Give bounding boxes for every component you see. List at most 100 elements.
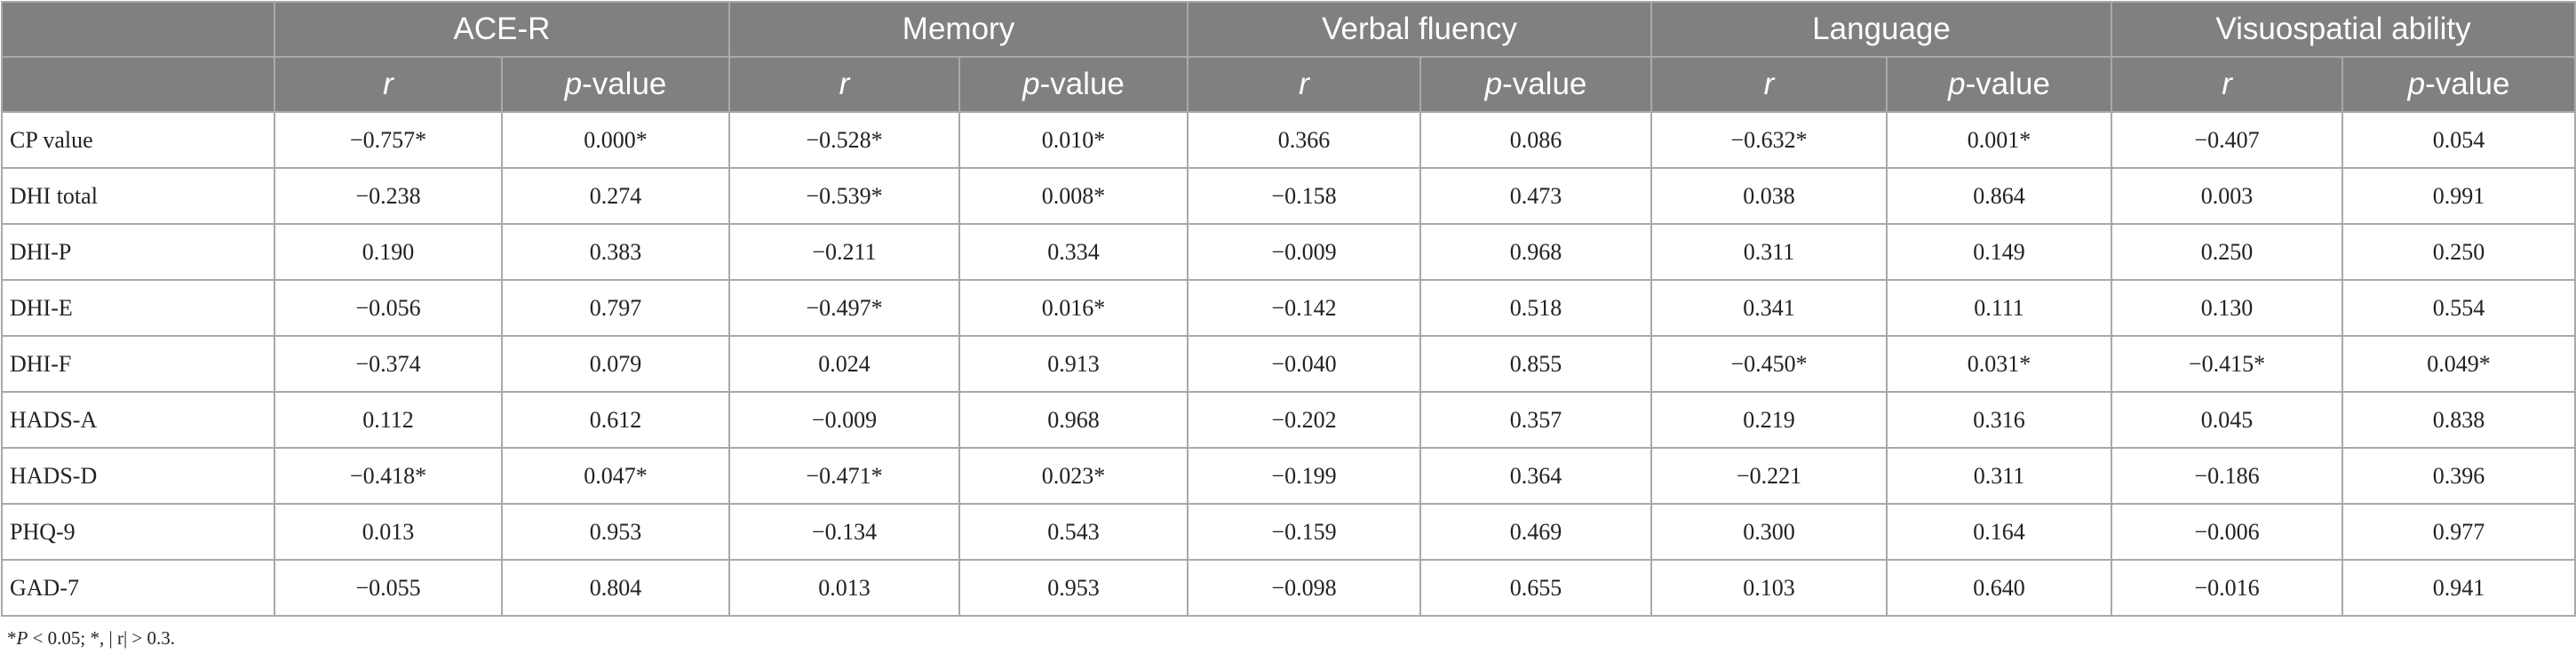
group-header-memory: Memory — [728, 1, 1189, 58]
cell-p-value: 0.023* — [958, 447, 1189, 505]
cell-r-value: −0.471* — [728, 447, 960, 505]
cell-p-value: 0.953 — [958, 559, 1189, 617]
subheader-r-label: r — [839, 67, 850, 101]
cell-r-value: −0.006 — [2111, 503, 2344, 561]
table-row: DHI-P 0.190 0.383 −0.211 0.334 −0.009 0.968 0.3… — [1, 223, 2576, 281]
cell-p-value: 0.086 — [1419, 111, 1652, 169]
cell-r-value: −0.539* — [728, 167, 960, 225]
cell-p-value: 0.797 — [501, 279, 730, 337]
group-header-verbal-fluency: Verbal fluency — [1187, 1, 1652, 58]
cell-r-value: −0.016 — [2111, 559, 2344, 617]
group-header-row: ACE-R Memory Verbal fluency Language Vis… — [1, 1, 2576, 58]
cell-p-value: 0.111 — [1885, 279, 2113, 337]
row-label: CP value — [1, 111, 275, 169]
cell-p-value: 0.655 — [1419, 559, 1652, 617]
corner-cell — [1, 56, 275, 113]
subheader-p-value: p-value — [958, 56, 1189, 113]
cell-p-value: 0.518 — [1419, 279, 1652, 337]
cell-p-value: 0.334 — [958, 223, 1189, 281]
subheader-row: r p-value r p-value r p-value r p-value r p-value — [1, 56, 2576, 113]
cell-p-value: 0.357 — [1419, 391, 1652, 449]
cell-r-value: −0.238 — [274, 167, 503, 225]
subheader-p-letter: p — [2407, 67, 2426, 101]
subheader-p-value: p-value — [501, 56, 730, 113]
cell-p-value: 0.855 — [1419, 335, 1652, 393]
row-label: HADS-D — [1, 447, 275, 505]
cell-r-value: 0.311 — [1650, 223, 1888, 281]
cell-r-value: −0.186 — [2111, 447, 2344, 505]
cell-r-value: 0.130 — [2111, 279, 2344, 337]
cell-r-value: −0.415* — [2111, 335, 2344, 393]
subheader-p-suffix: -value — [1965, 67, 2050, 101]
cell-p-value: 0.250 — [2341, 223, 2576, 281]
table-row: DHI-E −0.056 0.797 −0.497* 0.016* −0.142 0.518… — [1, 279, 2576, 337]
cell-p-value: 0.396 — [2341, 447, 2576, 505]
cell-p-value: 0.274 — [501, 167, 730, 225]
cell-p-value: 0.383 — [501, 223, 730, 281]
cell-r-value: −0.757* — [274, 111, 503, 169]
cell-r-value: −0.055 — [274, 559, 503, 617]
cell-p-value: 0.079 — [501, 335, 730, 393]
subheader-p-value: p-value — [2341, 56, 2576, 113]
cell-p-value: 0.311 — [1885, 447, 2113, 505]
table-row: HADS-D −0.418* 0.047* −0.471* 0.023* −0.199 0.… — [1, 447, 2576, 505]
cell-r-value: −0.199 — [1187, 447, 1421, 505]
cell-p-value: 0.977 — [2341, 503, 2576, 561]
cell-r-value: −0.221 — [1650, 447, 1888, 505]
subheader-r: r — [274, 56, 503, 113]
cell-r-value: −0.407 — [2111, 111, 2344, 169]
cell-r-value: 0.250 — [2111, 223, 2344, 281]
cell-p-value: 0.941 — [2341, 559, 2576, 617]
table-row: DHI-F −0.374 0.079 0.024 0.913 −0.040 0.855 −0.… — [1, 335, 2576, 393]
group-header-ace-r: ACE-R — [274, 1, 730, 58]
cell-r-value: −0.374 — [274, 335, 503, 393]
cell-r-value: 0.341 — [1650, 279, 1888, 337]
cell-r-value: 0.219 — [1650, 391, 1888, 449]
cell-p-value: 0.838 — [2341, 391, 2576, 449]
cell-p-value: 0.473 — [1419, 167, 1652, 225]
cell-r-value: −0.098 — [1187, 559, 1421, 617]
subheader-p-letter: p — [1484, 67, 1503, 101]
row-label: PHQ-9 — [1, 503, 275, 561]
cell-p-value: 0.640 — [1885, 559, 2113, 617]
cell-p-value: 0.149 — [1885, 223, 2113, 281]
cell-r-value: −0.202 — [1187, 391, 1421, 449]
cell-r-value: −0.632* — [1650, 111, 1888, 169]
cell-r-value: 0.013 — [728, 559, 960, 617]
group-header-visuospatial-ability: Visuospatial ability — [2111, 1, 2576, 58]
cell-r-value: −0.134 — [728, 503, 960, 561]
cell-p-value: 0.047* — [501, 447, 730, 505]
row-label: HADS-A — [1, 391, 275, 449]
cell-p-value: 0.543 — [958, 503, 1189, 561]
cell-r-value: −0.056 — [274, 279, 503, 337]
group-header-language: Language — [1650, 1, 2113, 58]
cell-p-value: 0.554 — [2341, 279, 2576, 337]
row-label: GAD-7 — [1, 559, 275, 617]
cell-p-value: 0.913 — [958, 335, 1189, 393]
cell-r-value: 0.013 — [274, 503, 503, 561]
row-label: DHI-E — [1, 279, 275, 337]
cell-r-value: 0.045 — [2111, 391, 2344, 449]
cell-r-value: −0.211 — [728, 223, 960, 281]
subheader-p-letter: p — [1022, 67, 1040, 101]
footnote-p-symbol: P — [16, 627, 28, 649]
subheader-r-label: r — [2222, 67, 2232, 101]
cell-r-value: 0.190 — [274, 223, 503, 281]
cell-p-value: 0.000* — [501, 111, 730, 169]
table-row: PHQ-9 0.013 0.953 −0.134 0.543 −0.159 0.469 0.3… — [1, 503, 2576, 561]
subheader-p-suffix: -value — [1039, 67, 1125, 101]
subheader-p-letter: p — [1948, 67, 1966, 101]
subheader-r: r — [1650, 56, 1888, 113]
cell-p-value: 0.008* — [958, 167, 1189, 225]
cell-r-value: −0.450* — [1650, 335, 1888, 393]
subheader-p-letter: p — [564, 67, 583, 101]
subheader-r: r — [1187, 56, 1421, 113]
cell-p-value: 0.804 — [501, 559, 730, 617]
cell-p-value: 0.010* — [958, 111, 1189, 169]
cell-p-value: 0.612 — [501, 391, 730, 449]
subheader-p-suffix: -value — [582, 67, 667, 101]
cell-r-value: 0.300 — [1650, 503, 1888, 561]
cell-p-value: 0.001* — [1885, 111, 2113, 169]
table-row: DHI total −0.238 0.274 −0.539* 0.008* −0.158 0… — [1, 167, 2576, 225]
cell-r-value: 0.366 — [1187, 111, 1421, 169]
